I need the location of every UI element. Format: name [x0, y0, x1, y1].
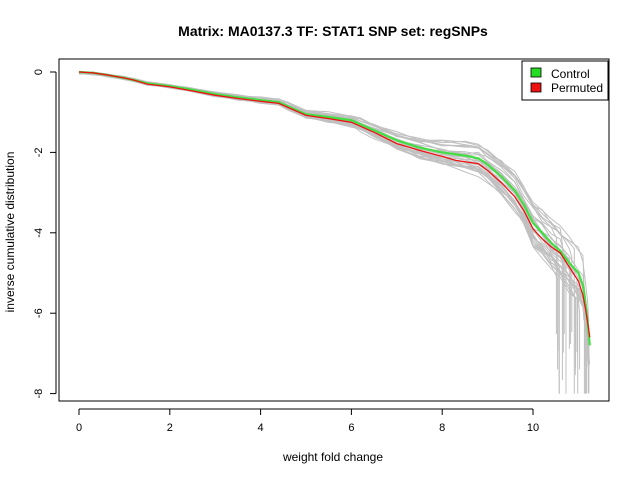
y-axis: 0 -2 -4 -6 -8 — [33, 69, 57, 399]
x-tick-label: 6 — [348, 422, 354, 434]
permutation-line — [78, 72, 560, 394]
legend-label-permuted: Permuted — [551, 81, 603, 95]
x-axis-label: weight fold change — [282, 450, 383, 464]
x-tick-label: 8 — [439, 422, 445, 434]
permutation-line — [78, 72, 565, 334]
chart-title: Matrix: MA0137.3 TF: STAT1 SNP set: regS… — [178, 23, 488, 39]
y-tick-label: -6 — [33, 308, 45, 318]
legend-swatch-permuted — [530, 82, 542, 93]
legend: Control Permuted — [521, 60, 609, 101]
x-tick-label: 10 — [527, 422, 539, 434]
x-axis: 0 2 4 6 8 10 — [76, 408, 539, 434]
plot-frame — [58, 58, 610, 402]
permutation-line — [78, 71, 590, 323]
x-tick-label: 2 — [167, 422, 173, 434]
y-tick-label: 0 — [33, 69, 45, 75]
legend-box — [521, 60, 609, 101]
permutation-line — [78, 72, 560, 394]
x-tick-label: 0 — [76, 422, 82, 434]
series-line-control — [78, 70, 591, 346]
series-line-permuted — [78, 71, 591, 338]
y-tick-label: -4 — [33, 228, 45, 238]
y-tick-label: -2 — [33, 148, 45, 158]
legend-label-control: Control — [551, 67, 590, 81]
permutation-line — [78, 71, 557, 334]
y-axis-label: inverse cumulative distribution — [3, 152, 17, 313]
series-lines — [78, 70, 591, 346]
x-tick-label: 4 — [258, 422, 264, 434]
permutation-lines — [78, 71, 591, 394]
legend-swatch-control — [530, 67, 542, 78]
y-tick-label: -8 — [33, 389, 45, 399]
